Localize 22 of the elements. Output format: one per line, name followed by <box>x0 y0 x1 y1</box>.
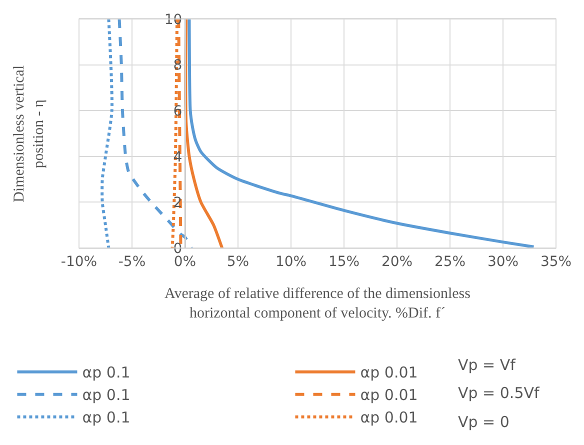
text: Vp = Vf <box>458 356 516 374</box>
x-tick-label: 20% <box>381 254 413 270</box>
y-tick-label: 4 <box>173 149 182 166</box>
text: Vp = 0 <box>458 413 510 431</box>
x-tick-label: 5% <box>226 254 250 270</box>
x-tick-label: 15% <box>328 254 360 270</box>
x-tick-label: 30% <box>487 254 519 270</box>
x-tick-label: 35% <box>540 254 572 270</box>
legend-label: αp 0.1 <box>82 386 130 404</box>
legend-label: αp 0.01 <box>360 408 418 427</box>
legend-label: αp 0.1 <box>82 408 130 427</box>
legend-label: αp 0.01 <box>360 386 418 404</box>
x-tick-label: 10% <box>275 254 307 270</box>
x-tick-label: -10% <box>60 254 98 270</box>
x-tick-label: 25% <box>434 254 466 270</box>
legend-label: αp 0.1 <box>82 364 130 382</box>
x-axis-title: Average of relative difference of the dimensionless horizontal component of velocity. %Dif. f´ <box>164 286 471 322</box>
y-axis-title: Dimensionless vertical position - η <box>11 65 47 202</box>
text: Vp = 0.5Vf <box>458 384 540 402</box>
legend-label: αp 0.01 <box>360 364 418 382</box>
x-tick-label: -5% <box>118 254 146 270</box>
x-tick-label: 0% <box>174 254 196 270</box>
